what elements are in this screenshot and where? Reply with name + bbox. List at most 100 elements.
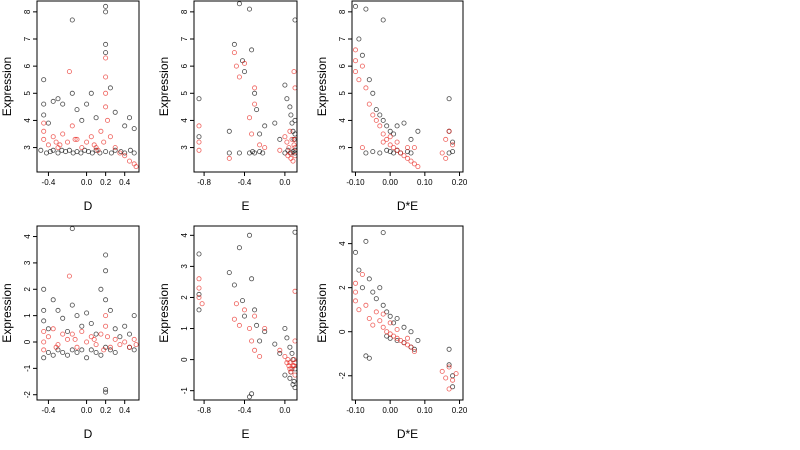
data-point	[352, 47, 358, 53]
data-point	[282, 134, 288, 140]
data-point	[246, 6, 252, 12]
data-point	[226, 270, 232, 276]
series-2	[41, 273, 139, 353]
data-point	[408, 344, 414, 350]
y-tick-label: 8	[23, 9, 32, 14]
data-point	[241, 69, 247, 75]
x-tick-label: 0.0	[81, 406, 93, 415]
data-point	[131, 336, 137, 342]
data-point	[380, 139, 386, 145]
data-point	[292, 372, 298, 378]
data-point	[252, 347, 258, 353]
data-point	[291, 69, 297, 75]
data-point	[196, 276, 202, 282]
data-point	[74, 313, 80, 319]
data-point	[352, 280, 358, 286]
data-point	[401, 120, 407, 126]
data-point	[370, 289, 376, 295]
data-point	[127, 344, 133, 350]
data-point	[363, 302, 369, 308]
series-1	[196, 1, 298, 156]
x-tick-label: 0.10	[417, 178, 433, 187]
data-point	[352, 298, 358, 304]
data-point	[446, 362, 452, 368]
data-point	[366, 315, 372, 321]
x-tick-label: 0.10	[417, 406, 433, 415]
data-point	[291, 357, 297, 363]
x-axis-title: D	[84, 199, 93, 213]
data-point	[112, 349, 118, 355]
data-point	[65, 352, 71, 358]
data-point	[41, 318, 47, 324]
x-tick-label: -0.10	[346, 178, 365, 187]
data-point	[411, 145, 417, 151]
data-point	[196, 147, 202, 153]
chart-panel-2: -0.8 -0.4 0.0 3 4 5 6 7 8 E Expression	[157, 0, 298, 213]
data-point	[45, 120, 51, 126]
y-tick-label: 6	[23, 63, 32, 68]
data-point	[415, 337, 421, 343]
data-point	[41, 339, 47, 345]
data-point	[384, 136, 390, 142]
data-point	[196, 291, 202, 297]
data-point	[60, 331, 66, 337]
data-point	[69, 90, 75, 96]
x-tick-label: -0.4	[42, 178, 56, 187]
data-point	[282, 372, 288, 378]
data-point	[352, 3, 358, 9]
data-point	[79, 323, 85, 329]
data-point	[287, 366, 293, 372]
data-point	[69, 331, 75, 337]
x-axis-title: E	[241, 427, 249, 441]
y-tick-label: 3	[23, 260, 32, 265]
data-point	[370, 112, 376, 118]
x-tick-label: 0.0	[279, 406, 291, 415]
data-point	[41, 347, 47, 353]
data-point	[453, 371, 459, 377]
data-point	[450, 384, 456, 390]
x-tick-label: 0.0	[81, 178, 93, 187]
data-point	[394, 139, 400, 145]
data-point	[391, 131, 397, 137]
data-point	[356, 36, 362, 42]
data-point	[380, 117, 386, 123]
data-point	[231, 316, 237, 322]
data-point	[411, 348, 417, 354]
data-point	[127, 147, 133, 153]
data-point	[282, 82, 288, 88]
data-point	[359, 52, 365, 58]
y-tick-label: 2	[180, 295, 189, 300]
data-point	[196, 307, 202, 313]
data-point	[45, 326, 51, 332]
data-point	[50, 297, 56, 303]
y-tick-label: -1	[23, 364, 32, 372]
data-point	[66, 69, 72, 75]
data-point	[384, 123, 390, 129]
y-tick-label: 5	[23, 91, 32, 96]
data-point	[373, 107, 379, 113]
data-point	[391, 320, 397, 326]
data-point	[103, 3, 109, 9]
data-point	[127, 331, 133, 337]
data-point	[373, 309, 379, 315]
data-point	[408, 150, 414, 156]
panel-frame	[193, 225, 298, 401]
data-point	[380, 131, 386, 137]
data-point	[380, 311, 386, 317]
data-point	[377, 123, 383, 129]
chart-panel-6: -0.10 0.00 0.10 0.20 -2 0 2 4 D*E Expression	[315, 225, 468, 441]
data-point	[112, 336, 118, 342]
data-point	[122, 323, 128, 329]
y-tick-label: 6	[180, 63, 189, 68]
data-point	[249, 276, 255, 282]
data-point	[446, 128, 452, 134]
data-point	[236, 1, 242, 7]
data-point	[131, 126, 137, 132]
data-point	[408, 158, 414, 164]
data-point	[363, 353, 369, 359]
data-point	[359, 145, 365, 151]
data-point	[65, 139, 71, 145]
data-point	[252, 101, 258, 107]
data-point	[69, 226, 75, 232]
data-point	[387, 134, 393, 140]
